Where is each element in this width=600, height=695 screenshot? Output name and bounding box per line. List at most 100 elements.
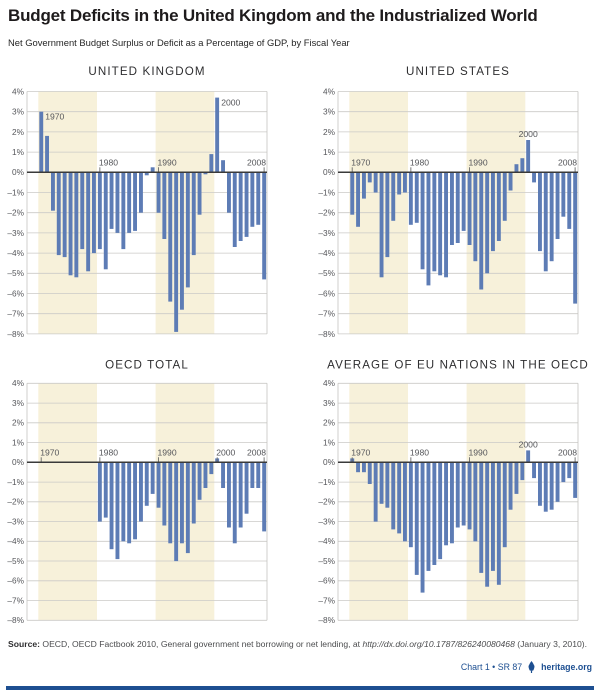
y-axis-label: –1% <box>318 187 335 197</box>
x-axis-year-label: 1970 <box>351 157 370 167</box>
bar-1992 <box>168 462 173 544</box>
bar-1987 <box>450 462 454 544</box>
bar-1974 <box>373 462 378 522</box>
y-axis-label: –6% <box>7 576 24 586</box>
bar-1995 <box>496 462 501 585</box>
bar-2003 <box>543 172 548 272</box>
y-axis-label: –2% <box>318 497 335 507</box>
bar-1976 <box>74 172 79 278</box>
bottom-rule <box>6 686 594 690</box>
x-axis-year-label: 1980 <box>99 447 118 457</box>
bar-1982 <box>109 172 114 229</box>
site-link[interactable]: heritage.org <box>541 662 592 672</box>
bar-2003 <box>543 462 548 512</box>
y-axis-label: –8% <box>7 329 24 339</box>
bar-1987 <box>450 172 454 245</box>
x-axis-year-label: 1980 <box>99 157 118 167</box>
bar-1971 <box>45 135 49 173</box>
bar-1996 <box>502 462 507 548</box>
y-axis-label: 0% <box>12 167 25 177</box>
bar-2004 <box>238 172 243 241</box>
bar-1994 <box>491 172 495 252</box>
bar-1991 <box>473 462 478 542</box>
source-link[interactable]: http://dx.doi.org/10.1787/826240080468 <box>362 639 515 649</box>
bar-2006 <box>250 462 255 488</box>
bar-1978 <box>397 462 402 534</box>
bar-1996 <box>191 462 196 524</box>
chart-united-states: UNITED STATES 4% 3% 2% 1% 0% –1% –2% –3% –4% –5% –6… <box>318 65 579 339</box>
y-axis-label: –6% <box>318 576 335 586</box>
bar-1990 <box>467 172 472 245</box>
y-axis-label: –4% <box>318 248 335 258</box>
chart-title: AVERAGE OF EU NATIONS IN THE OECD <box>327 359 589 372</box>
y-axis-label: –3% <box>7 516 24 526</box>
bar-1997 <box>197 462 202 500</box>
bar-1984 <box>121 462 126 542</box>
y-axis-label: –3% <box>318 228 335 238</box>
x-axis-year-label: 2000 <box>221 98 240 108</box>
chart-united-kingdom: UNITED KINGDOM 4% 3% 2% 1% 0% –1% –2% –3% –4% –5% –… <box>7 65 268 339</box>
y-axis-label: 1% <box>12 147 25 157</box>
bar-1992 <box>168 172 173 302</box>
bar-2008 <box>262 462 267 532</box>
bars <box>350 450 578 593</box>
x-axis-year-label: 1990 <box>158 447 177 457</box>
bar-1985 <box>127 172 132 233</box>
bar-1998 <box>514 164 519 173</box>
bar-1994 <box>180 462 184 544</box>
y-axis-label: –3% <box>318 516 335 526</box>
y-axis-label: –8% <box>318 329 335 339</box>
y-axis-label: –4% <box>7 248 24 258</box>
y-axis-label: –3% <box>7 228 24 238</box>
bar-1972 <box>362 172 366 199</box>
bar-1997 <box>197 172 202 215</box>
bar-1970 <box>350 172 355 215</box>
bar-1983 <box>426 172 431 286</box>
bar-1996 <box>191 172 196 256</box>
bars <box>97 458 267 562</box>
bar-2007 <box>256 462 261 488</box>
y-axis-label: –6% <box>318 288 335 298</box>
bar-1999 <box>520 462 525 481</box>
bar-2006 <box>250 172 255 227</box>
bar-1993 <box>174 462 179 562</box>
bar-1982 <box>420 172 425 270</box>
x-axis-year-label: 2008 <box>558 447 577 457</box>
y-axis-label: –8% <box>318 615 335 625</box>
bar-1993 <box>174 172 179 332</box>
y-axis-label: –4% <box>7 536 24 546</box>
bar-1980 <box>408 172 413 225</box>
bar-1981 <box>103 172 108 270</box>
x-axis-year-label: 2008 <box>247 447 266 457</box>
bar-2007 <box>256 172 261 225</box>
bar-1980 <box>408 462 413 548</box>
bar-1973 <box>367 462 372 484</box>
x-axis-year-label: 2000 <box>519 129 538 139</box>
y-axis-label: 1% <box>323 437 336 447</box>
bar-1981 <box>103 462 108 518</box>
y-axis-label: 2% <box>323 418 336 428</box>
y-axis-label: 4% <box>323 378 336 388</box>
bar-1979 <box>92 172 96 254</box>
bar-1973 <box>367 172 372 183</box>
bar-1994 <box>180 172 184 310</box>
y-axis-label: –6% <box>7 288 24 298</box>
y-axis-label: 4% <box>12 86 25 96</box>
bar-1985 <box>438 462 443 560</box>
chart-title: OECD TOTAL <box>105 359 189 372</box>
bar-1974 <box>373 172 378 193</box>
x-axis-year-label: 1980 <box>410 157 429 167</box>
y-axis-label: –4% <box>318 536 335 546</box>
y-axis-label: –1% <box>318 477 335 487</box>
bar-1976 <box>385 172 390 258</box>
y-axis-label: –2% <box>7 208 24 218</box>
y-axis-label: 3% <box>323 107 336 117</box>
bar-1988 <box>455 462 460 528</box>
bar-2008 <box>573 172 578 304</box>
bar-1980 <box>97 462 102 522</box>
bar-2000 <box>526 140 531 173</box>
bar-2004 <box>549 462 554 510</box>
bar-2006 <box>561 462 566 483</box>
bar-1988 <box>455 172 460 243</box>
bar-1992 <box>479 462 484 573</box>
